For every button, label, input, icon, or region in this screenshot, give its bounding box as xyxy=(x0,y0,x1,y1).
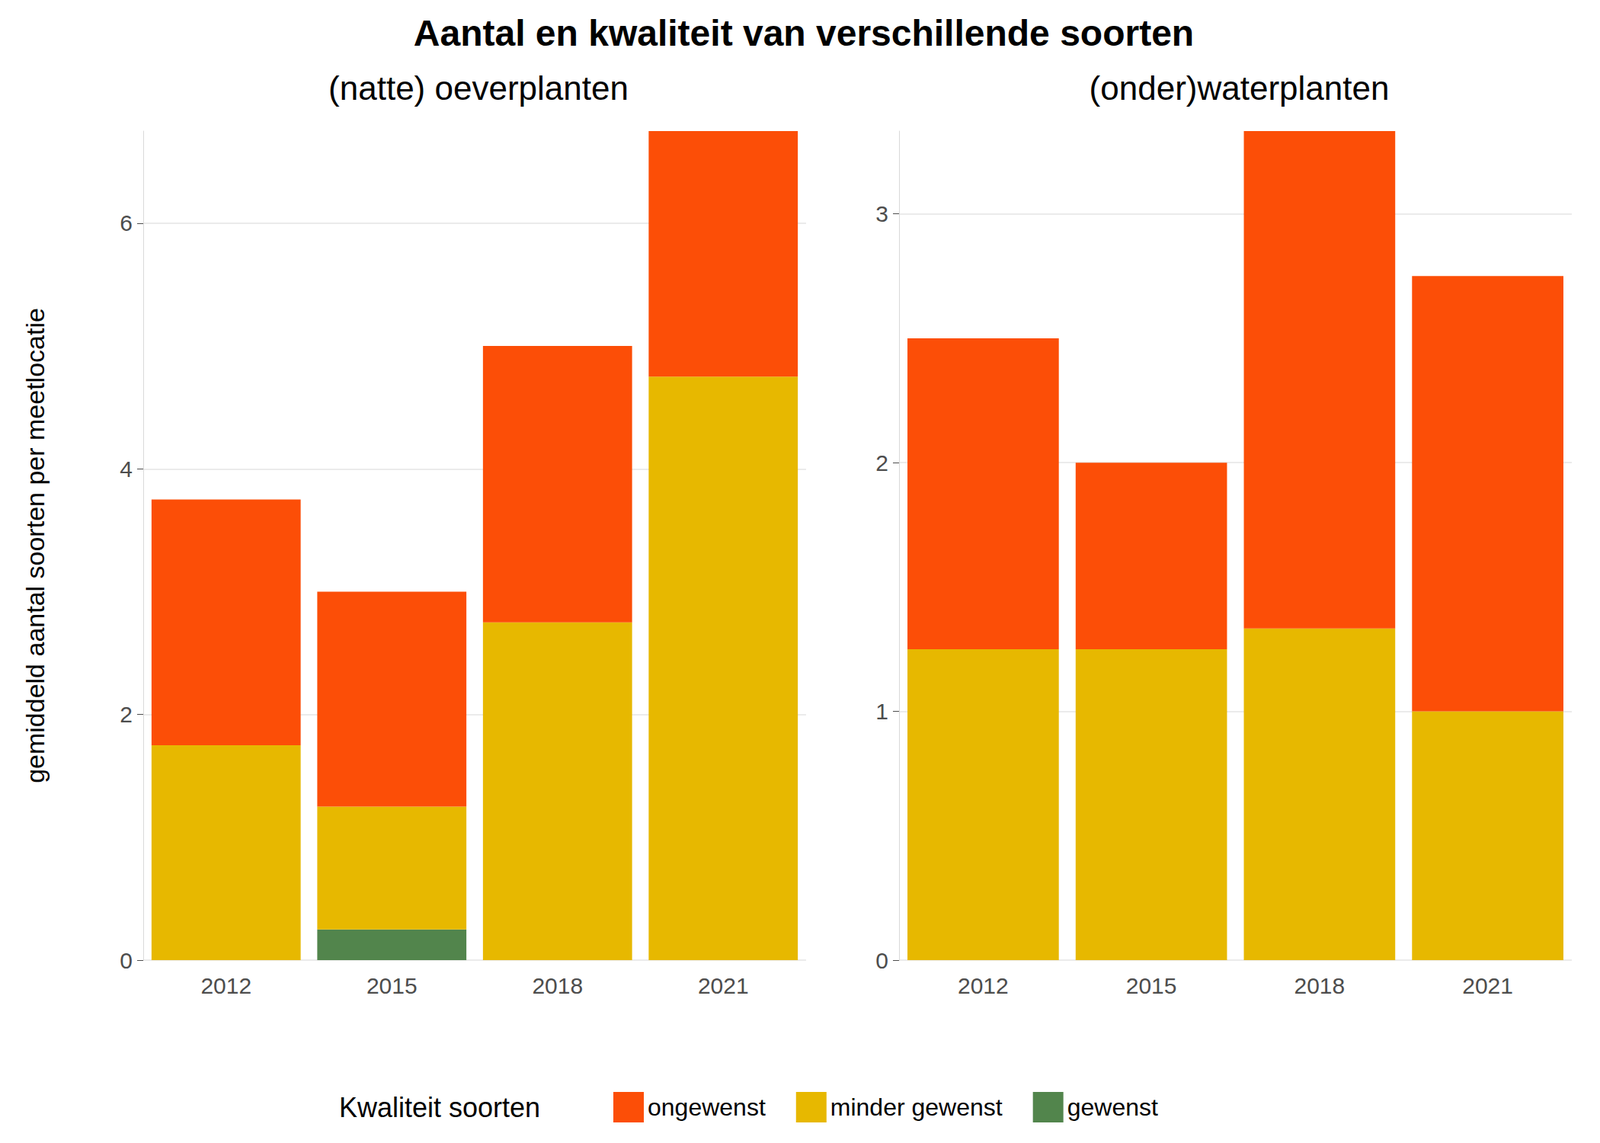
svg-text:Aantal en kwaliteit van versch: Aantal en kwaliteit van verschillende so… xyxy=(413,12,1194,54)
svg-text:2021: 2021 xyxy=(1462,972,1514,999)
svg-text:2012: 2012 xyxy=(200,972,252,999)
svg-text:ongewenst: ongewenst xyxy=(647,1093,766,1121)
svg-text:minder gewenst: minder gewenst xyxy=(830,1093,1003,1121)
svg-text:4: 4 xyxy=(119,456,133,482)
svg-text:2021: 2021 xyxy=(697,972,749,999)
svg-text:Kwaliteit soorten: Kwaliteit soorten xyxy=(339,1091,541,1124)
svg-text:2: 2 xyxy=(119,701,133,727)
svg-text:6: 6 xyxy=(119,210,133,236)
svg-text:3: 3 xyxy=(875,201,889,227)
svg-text:2012: 2012 xyxy=(957,972,1009,999)
svg-text:2018: 2018 xyxy=(531,972,583,999)
svg-text:gewenst: gewenst xyxy=(1067,1093,1159,1121)
svg-text:(onder)waterplanten: (onder)waterplanten xyxy=(1089,69,1390,107)
svg-text:0: 0 xyxy=(875,947,889,973)
svg-text:0: 0 xyxy=(119,947,133,973)
svg-text:2015: 2015 xyxy=(366,972,418,999)
svg-text:1: 1 xyxy=(875,698,889,724)
svg-text:(natte) oeverplanten: (natte) oeverplanten xyxy=(328,69,629,107)
svg-text:2015: 2015 xyxy=(1126,972,1178,999)
svg-text:2018: 2018 xyxy=(1294,972,1346,999)
svg-text:gemiddeld aantal soorten per m: gemiddeld aantal soorten per meetlocatie xyxy=(20,307,50,784)
svg-text:2: 2 xyxy=(875,450,889,476)
